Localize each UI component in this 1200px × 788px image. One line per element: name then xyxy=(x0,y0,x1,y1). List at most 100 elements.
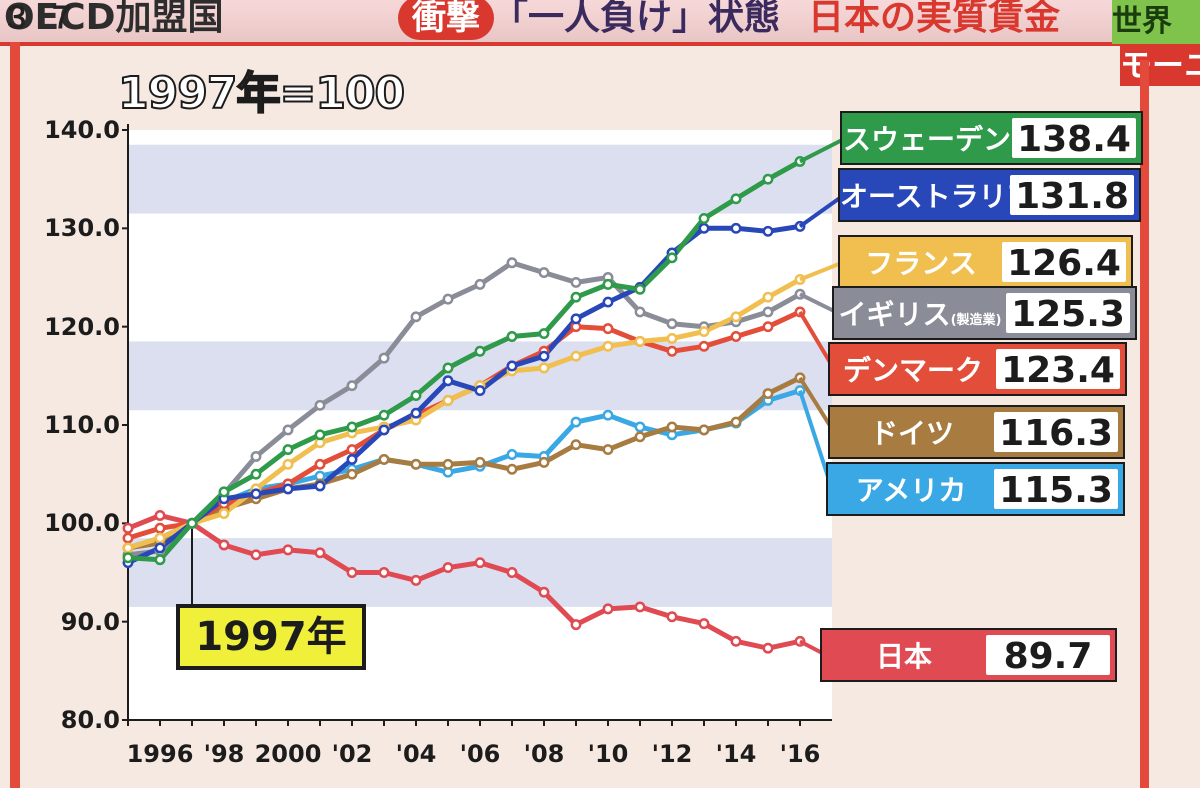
data-point xyxy=(602,444,614,456)
data-point xyxy=(122,522,134,534)
data-point xyxy=(730,222,742,234)
data-point xyxy=(538,586,550,598)
data-point xyxy=(730,331,742,342)
data-point xyxy=(282,424,294,436)
y-tick-label: 140.0 xyxy=(44,116,120,144)
data-point xyxy=(570,291,582,303)
x-tick-label: 2000 xyxy=(254,740,322,768)
data-point xyxy=(730,193,742,205)
data-point xyxy=(570,313,582,325)
x-tick-label: '08 xyxy=(523,740,565,768)
data-point xyxy=(698,326,710,338)
y-tick-label: 110.0 xyxy=(44,411,120,439)
data-point xyxy=(666,318,678,330)
series-name-text: オーストラリア xyxy=(840,180,1010,213)
data-point xyxy=(474,456,486,468)
x-tick-label: 1996 xyxy=(126,740,194,768)
data-point xyxy=(282,444,294,456)
data-point xyxy=(378,567,390,578)
series-name-text: フランス xyxy=(865,247,977,280)
y-tick-label: 80.0 xyxy=(60,706,120,734)
data-point xyxy=(538,362,550,374)
series-name-text: デンマーク xyxy=(842,354,983,387)
data-point xyxy=(634,283,646,295)
series-name: デンマーク xyxy=(830,344,996,394)
title-left-text: OECD加盟国 xyxy=(4,0,224,38)
data-point xyxy=(282,544,294,556)
x-tick-label: '10 xyxy=(587,740,629,768)
frame-right-border xyxy=(1140,60,1149,788)
data-point xyxy=(762,388,774,399)
series-tag: スウェーデン 138.4 xyxy=(840,111,1143,165)
series-name-text: 日本 xyxy=(875,640,932,673)
series-lines xyxy=(125,159,803,651)
data-point xyxy=(186,517,198,529)
base-year-marker: 1997年 xyxy=(176,604,366,670)
series-name-note: (製造業) xyxy=(950,313,1002,328)
data-point xyxy=(506,449,518,460)
series-name: オーストラリア xyxy=(840,170,1010,220)
data-point xyxy=(346,468,358,480)
data-point xyxy=(570,350,582,362)
data-point xyxy=(506,463,518,475)
data-point xyxy=(666,333,678,344)
series-name: フランス xyxy=(840,237,1002,287)
data-point xyxy=(154,554,166,566)
title-badge: 衝撃 xyxy=(398,0,494,40)
chart-title: 1997年=100 xyxy=(117,67,406,120)
x-tick-label: '16 xyxy=(779,740,821,768)
series-name: アメリカ xyxy=(828,464,994,514)
tag-connector xyxy=(799,260,845,282)
grid-band xyxy=(128,144,832,214)
series-name-text: スウェーデン xyxy=(842,123,1011,156)
data-point xyxy=(154,532,166,544)
data-point xyxy=(442,458,454,470)
data-point xyxy=(730,635,742,647)
data-point xyxy=(698,222,710,234)
data-point xyxy=(410,407,422,419)
data-point xyxy=(506,331,518,342)
frame-left-border xyxy=(10,42,20,788)
data-point xyxy=(634,601,646,613)
series-name: イギリス(製造業) xyxy=(834,288,1006,338)
data-point xyxy=(666,611,678,623)
data-point xyxy=(282,483,294,495)
data-point xyxy=(218,508,230,519)
data-point xyxy=(666,345,678,357)
data-point xyxy=(762,321,774,333)
series-name: ドイツ xyxy=(830,407,994,457)
data-point xyxy=(154,542,166,554)
series-tag: アメリカ 115.3 xyxy=(826,462,1125,516)
data-point xyxy=(410,458,422,470)
data-point xyxy=(506,360,518,372)
series-end-value: 89.7 xyxy=(986,635,1110,677)
data-point xyxy=(506,567,518,578)
data-point xyxy=(314,547,326,559)
series-tag: オーストラリア131.8 xyxy=(838,168,1141,222)
x-tick-label: '04 xyxy=(395,740,437,768)
data-point xyxy=(474,345,486,357)
data-point xyxy=(474,278,486,290)
data-point xyxy=(570,439,582,451)
data-point xyxy=(570,276,582,288)
data-point xyxy=(602,278,614,290)
data-point xyxy=(698,424,710,436)
series-end-value: 125.3 xyxy=(1006,293,1130,335)
data-point xyxy=(410,574,422,586)
series-end-value: 123.4 xyxy=(996,349,1120,391)
data-point xyxy=(474,557,486,569)
series-tag: フランス 126.4 xyxy=(838,235,1133,289)
data-point xyxy=(762,306,774,318)
data-point xyxy=(442,375,454,387)
data-point xyxy=(346,421,358,433)
data-point xyxy=(730,311,742,323)
data-point xyxy=(634,335,646,347)
tag-connector xyxy=(799,136,847,164)
series-name: 日本 xyxy=(822,630,986,680)
data-point xyxy=(666,421,678,433)
series-line xyxy=(125,277,803,551)
data-point xyxy=(410,311,422,323)
data-point xyxy=(442,394,454,406)
series-points xyxy=(122,156,806,654)
series-end-value: 131.8 xyxy=(1010,175,1134,217)
